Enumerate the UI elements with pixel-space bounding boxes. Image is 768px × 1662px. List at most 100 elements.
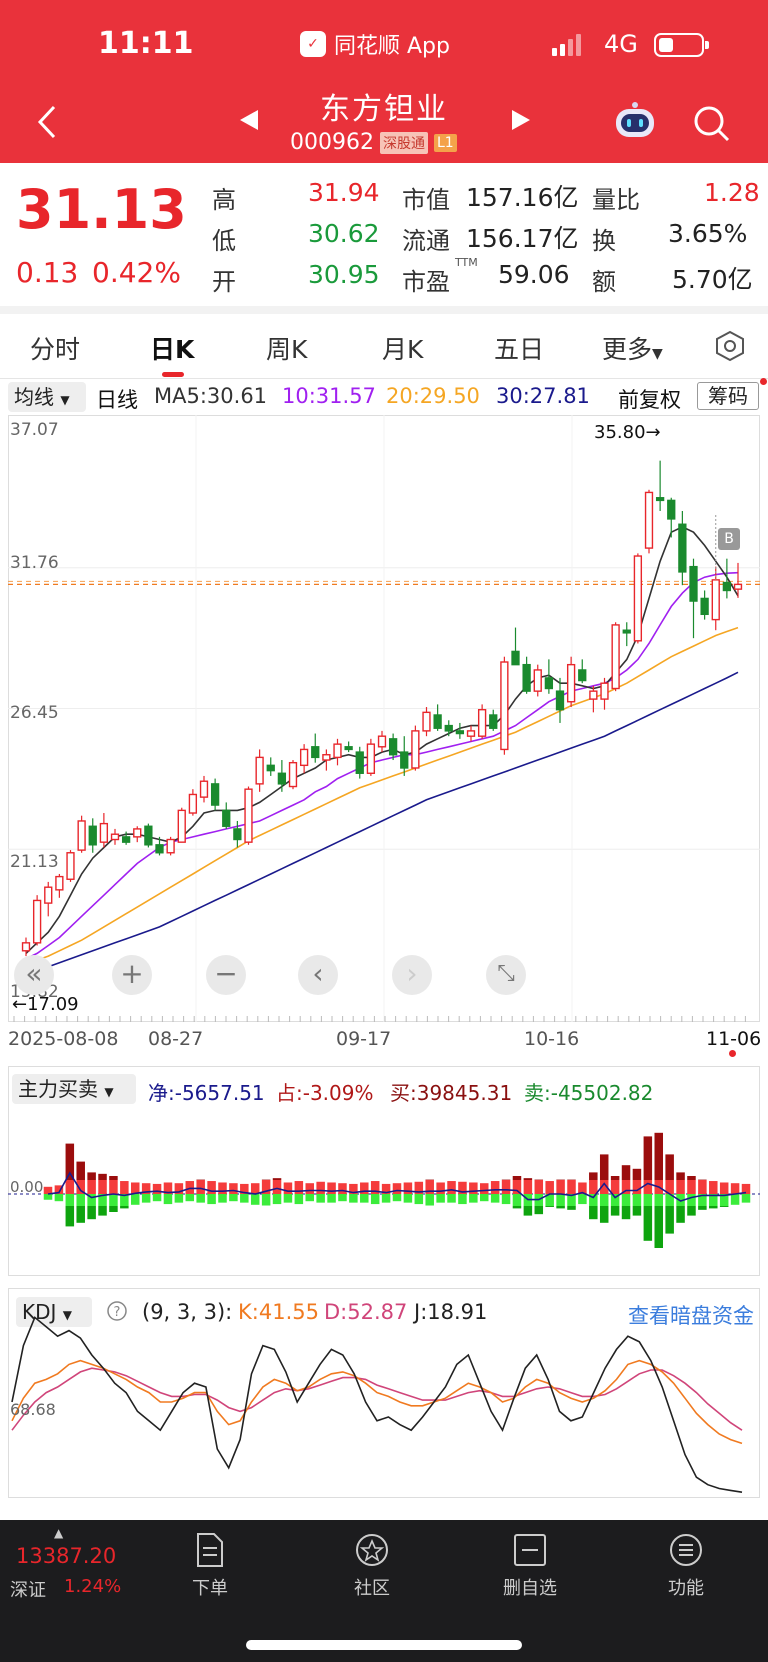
menu-circle-icon	[670, 1534, 702, 1566]
current-price: 31.13	[16, 178, 187, 241]
net-flow-line	[47, 1171, 747, 1202]
robot-assistant-icon[interactable]	[612, 100, 658, 144]
candle-body	[244, 788, 253, 843]
candle	[533, 664, 542, 697]
kdj-chart[interactable]	[8, 1288, 760, 1500]
community-icon	[356, 1534, 388, 1566]
zoom-out-icon[interactable]: −	[206, 955, 246, 995]
fullscreen-icon[interactable]: ⤡	[486, 955, 526, 995]
open-value: 30.95	[308, 260, 380, 289]
sell-bar	[654, 1194, 664, 1206]
candle	[121, 831, 131, 845]
sell-bar-large	[523, 1206, 533, 1216]
adjust-button[interactable]: 前复权	[618, 388, 681, 412]
buy-bar	[349, 1183, 358, 1194]
caret-down-icon: ▼	[652, 346, 663, 362]
search-icon[interactable]	[692, 104, 732, 148]
sell-bar	[458, 1194, 467, 1205]
candle-body	[377, 735, 387, 748]
community-button[interactable]: 社区	[322, 1532, 422, 1600]
tab-intraday[interactable]: 分时	[30, 335, 81, 364]
kdj-d-line	[11, 1367, 743, 1431]
candle	[466, 725, 476, 742]
sell-bar-large	[643, 1206, 653, 1241]
amount-value: 5.70亿	[672, 265, 753, 294]
notify-dot	[760, 378, 767, 385]
indicator-selector[interactable]: 均线 ▼	[8, 382, 86, 412]
candle	[99, 813, 109, 848]
buy-marker[interactable]: B	[718, 528, 740, 550]
settings-hex-icon[interactable]	[714, 330, 746, 366]
money-flow-chart[interactable]	[8, 1108, 760, 1274]
buy-bar-large	[654, 1132, 664, 1180]
ma10-line	[25, 571, 739, 960]
dark-pool-link[interactable]: 查看暗盘资金	[628, 1304, 754, 1328]
buy-bar	[589, 1180, 598, 1194]
zoom-in-icon[interactable]: +	[112, 955, 152, 995]
tab-monthly-k[interactable]: 月K	[382, 335, 424, 364]
sell-bar	[578, 1194, 587, 1205]
sell-bar	[54, 1194, 64, 1202]
next-stock-icon[interactable]	[510, 108, 532, 138]
buy-bar	[741, 1183, 751, 1194]
kdj-selector[interactable]: KDJ ▼	[16, 1297, 92, 1327]
volratio-label: 量比	[592, 186, 640, 214]
remove-watchlist-button[interactable]: 删自选	[480, 1532, 580, 1600]
sell-bar	[294, 1194, 304, 1205]
buy-bar	[534, 1180, 544, 1194]
buy-bar-large	[599, 1154, 609, 1180]
status-app-indicator[interactable]: ✓ 同花顺 App	[300, 28, 450, 60]
functions-button[interactable]: 功能	[636, 1532, 736, 1600]
tab-weekly-k[interactable]: 周K	[266, 335, 308, 364]
candle	[344, 741, 353, 753]
help-icon[interactable]: ?	[106, 1300, 128, 1326]
order-button[interactable]: 下单	[160, 1532, 260, 1600]
app-logo-icon: ✓	[300, 31, 326, 57]
sell-bar	[490, 1194, 500, 1203]
home-indicator[interactable]	[246, 1640, 522, 1650]
tab-more[interactable]: 更多▼	[602, 330, 663, 366]
scroll-right-icon[interactable]: ›	[392, 955, 432, 995]
status-app-name: 同花顺 App	[334, 34, 450, 59]
sell-bar-large	[654, 1206, 664, 1248]
index-value[interactable]: 13387.20	[16, 1544, 117, 1568]
buy-bar	[687, 1180, 696, 1194]
candle-body	[589, 690, 598, 700]
sell-bar	[370, 1194, 380, 1205]
candle-body	[210, 783, 220, 806]
candle-body	[366, 743, 376, 774]
buy-bar	[130, 1182, 140, 1194]
sell-bar	[698, 1194, 707, 1206]
candle-body	[199, 780, 209, 798]
buy-bar-large	[523, 1178, 533, 1180]
buy-bar	[599, 1180, 609, 1194]
sell-bar	[338, 1194, 347, 1202]
candle	[477, 704, 487, 739]
kline-chart[interactable]	[8, 415, 760, 1022]
buy-bar	[512, 1180, 522, 1194]
buy-bar	[43, 1186, 53, 1194]
candle	[522, 656, 531, 694]
buy-bar	[109, 1180, 118, 1194]
prev-stock-icon[interactable]	[238, 108, 260, 138]
caret-down-icon: ▼	[62, 1308, 73, 1322]
scroll-left-icon[interactable]: ‹	[298, 955, 338, 995]
buy-bar	[360, 1182, 369, 1194]
buy-bar	[370, 1181, 380, 1194]
pe-value: 59.06	[498, 260, 570, 289]
tab-five-day[interactable]: 五日	[494, 335, 545, 364]
y-axis-label: 21.13	[10, 852, 59, 872]
flow-indicator-selector[interactable]: 主力买卖 ▼	[12, 1074, 136, 1104]
buy-bar	[174, 1183, 184, 1194]
candle	[566, 656, 576, 708]
sell-bar-large	[632, 1206, 642, 1216]
chips-button[interactable]: 筹码	[697, 382, 759, 410]
tab-daily-k[interactable]: 日K	[150, 335, 195, 364]
collapse-left-icon[interactable]: «	[14, 955, 54, 995]
candle	[255, 749, 264, 792]
back-icon[interactable]	[36, 104, 58, 146]
pe-ttm-sup: TTM	[455, 256, 478, 269]
sell-bar	[709, 1194, 718, 1206]
sell-bar	[610, 1194, 620, 1206]
min-price-annotation: ←17.09	[12, 994, 79, 1015]
